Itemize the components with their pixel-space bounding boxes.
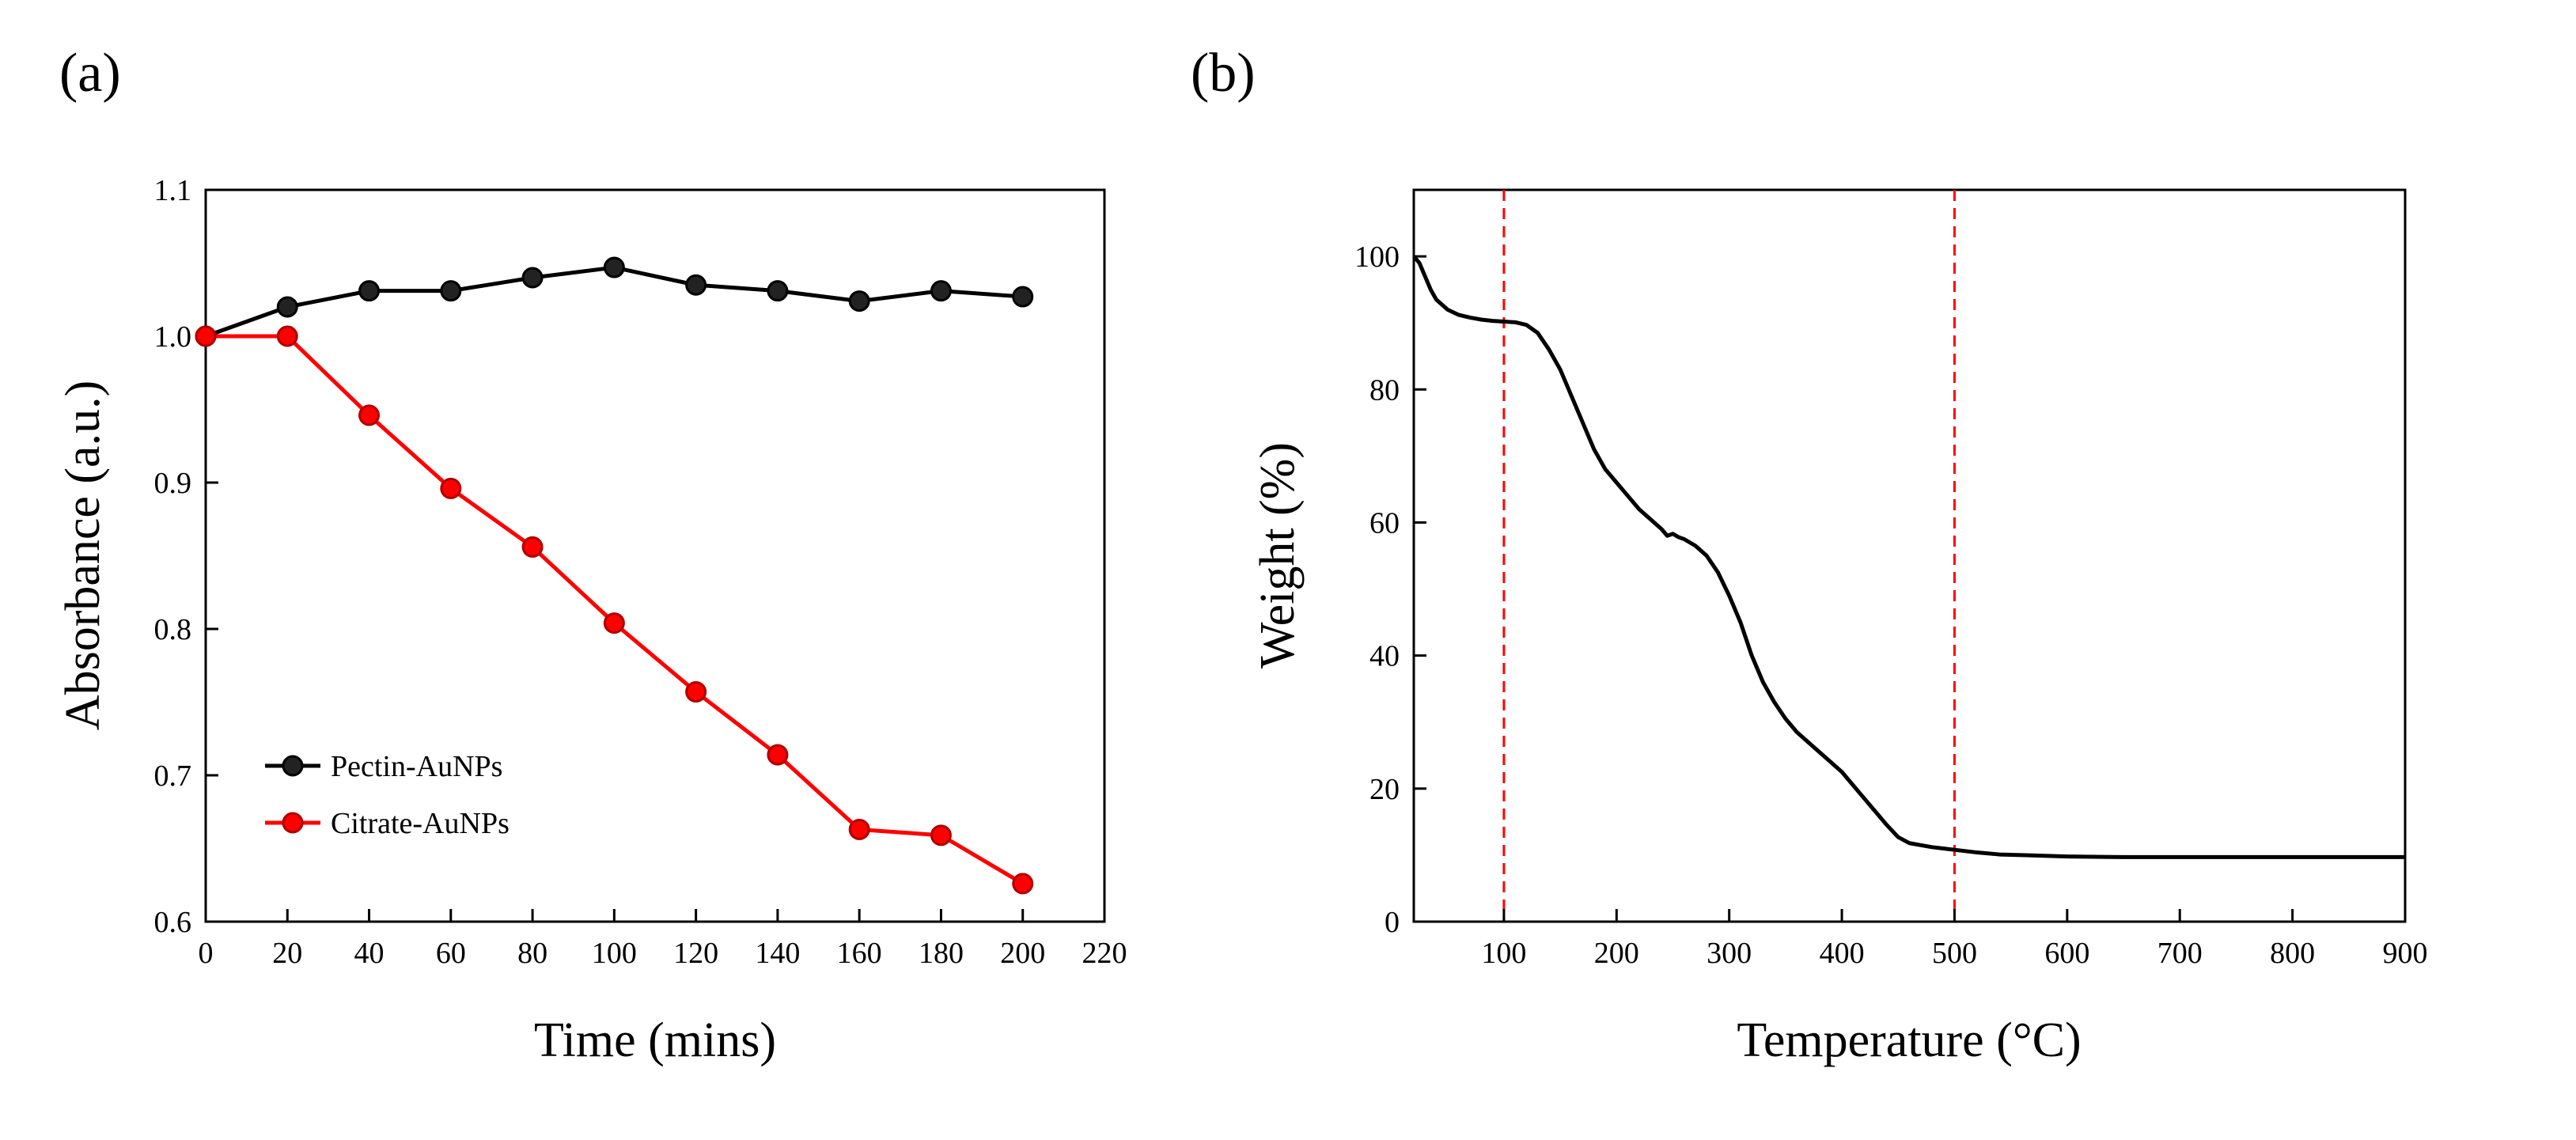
data-point-pectin-aunps	[767, 280, 789, 302]
panel-b-y-tick-label: 60	[1369, 506, 1400, 540]
data-point-citrate-aunps	[603, 612, 625, 634]
panel-b-x-tick-label: 200	[1594, 937, 1639, 970]
panel-b-x-tick-label: 700	[2157, 937, 2203, 970]
data-point-citrate-aunps	[1012, 873, 1034, 895]
panel-a-x-tick-label: 180	[919, 937, 964, 970]
data-point-pectin-aunps	[685, 274, 707, 296]
panel-b-plot-frame	[1412, 188, 2407, 923]
panel-a-x-tick-label: 0	[199, 937, 214, 970]
panel-a-y-tick-label: 1.0	[154, 320, 192, 354]
data-point-citrate-aunps	[440, 477, 462, 499]
panel-b-series	[1412, 255, 2405, 859]
panel-a-y-tick-label: 1.1	[154, 174, 192, 207]
panel-a-x-tick-label: 20	[272, 937, 302, 970]
panel-b-y-tick-label: 0	[1385, 906, 1400, 939]
panel-b-x-tick-label: 600	[2044, 937, 2089, 970]
panel-a-x-tick-label: 100	[592, 937, 637, 970]
panel-a-x-tick-label: 220	[1082, 937, 1127, 970]
data-point-citrate-aunps	[848, 818, 870, 840]
data-point-citrate-aunps	[767, 744, 789, 766]
panel-a-x-tick-label: 80	[517, 937, 547, 970]
panel-b-label: (b)	[1191, 43, 1256, 104]
panel-a-y-tick-label: 0.6	[154, 906, 192, 939]
panel-a-x-tick-label: 140	[755, 937, 800, 970]
panel-b-x-tick-label: 500	[1932, 937, 1977, 970]
panel-b-y-tick-label: 20	[1369, 773, 1400, 806]
data-point-citrate-aunps	[276, 325, 298, 347]
panel-a-x-tick-label: 40	[354, 937, 385, 970]
panel-b-y-tick-label: 40	[1369, 640, 1400, 673]
panel-b-reference-lines	[1502, 190, 1956, 922]
legend-label-pectin: Pectin-AuNPs	[331, 750, 502, 783]
legend-marker-citrate	[282, 812, 304, 834]
panel-a-x-tick-label: 160	[837, 937, 882, 970]
panel-b-y-tick-label: 100	[1354, 240, 1400, 274]
series-line-citrate-aunps	[206, 334, 1024, 886]
panel-b-x-axis-title: Temperature (°C)	[1737, 1013, 2081, 1067]
data-point-pectin-aunps	[276, 296, 298, 318]
panel-a-label: (a)	[59, 43, 121, 104]
panel-a-x-tick-label: 120	[673, 937, 718, 970]
panel-a-x-tick-label: 200	[1000, 937, 1045, 970]
panel-a-y-ticks: 0.6 0.7 0.8 0.9 1.0 1.1	[154, 174, 218, 939]
series-line-tga	[1412, 255, 2405, 859]
panel-a-x-tick-label: 60	[436, 937, 466, 970]
data-point-citrate-aunps	[685, 681, 707, 703]
panel-b-x-ticks: 100 200 300 400 500 600 700 800 900	[1481, 909, 2428, 970]
data-point-pectin-aunps	[521, 267, 544, 289]
panel-b-y-axis-title: Weight (%)	[1251, 442, 1305, 668]
legend-label-citrate: Citrate-AuNPs	[331, 807, 510, 840]
panel-b-y-ticks: 0 20 40 60 80 100	[1354, 240, 1426, 939]
legend-marker-pectin	[282, 755, 304, 777]
data-point-citrate-aunps	[930, 824, 952, 846]
data-point-pectin-aunps	[603, 256, 625, 278]
panel-b-x-tick-label: 900	[2383, 937, 2428, 970]
data-point-citrate-aunps	[358, 404, 381, 426]
panel-a-y-tick-label: 0.9	[154, 467, 192, 500]
panel-b-y-tick-label: 80	[1369, 373, 1400, 407]
data-point-pectin-aunps	[440, 280, 462, 302]
data-point-pectin-aunps	[358, 280, 381, 302]
data-point-pectin-aunps	[1012, 286, 1034, 308]
panel-a-x-ticks: 0 20 40 60 80 100 120 140 160 180 200 220	[199, 909, 1127, 970]
panel-b: (b) 100 200 300 400 500 600 700 800 900 0 20 40 60 8…	[1191, 43, 2428, 1067]
panel-a-plot-frame	[204, 188, 1106, 923]
panel-b-x-tick-label: 400	[1820, 937, 1865, 970]
panel-a-y-axis-title: Absorbance (a.u.)	[56, 381, 110, 730]
panel-a-y-tick-label: 0.8	[154, 613, 192, 646]
panel-b-x-tick-label: 100	[1481, 937, 1526, 970]
data-point-citrate-aunps	[195, 325, 217, 347]
panel-a: (a) 0 20 40 60 80 100 120 140 160 180 200 220 0.60.…	[56, 43, 1127, 1067]
panel-b-x-tick-label: 300	[1707, 937, 1752, 970]
data-point-pectin-aunps	[848, 290, 870, 312]
panel-a-legend: Pectin-AuNPs Citrate-AuNPs	[265, 750, 510, 840]
panel-a-series	[195, 256, 1034, 895]
data-point-pectin-aunps	[930, 280, 952, 302]
panel-b-x-tick-label: 800	[2270, 937, 2315, 970]
panel-a-x-axis-title: Time (mins)	[534, 1013, 776, 1067]
data-point-citrate-aunps	[521, 536, 544, 558]
panel-a-y-tick-label: 0.7	[154, 759, 192, 793]
